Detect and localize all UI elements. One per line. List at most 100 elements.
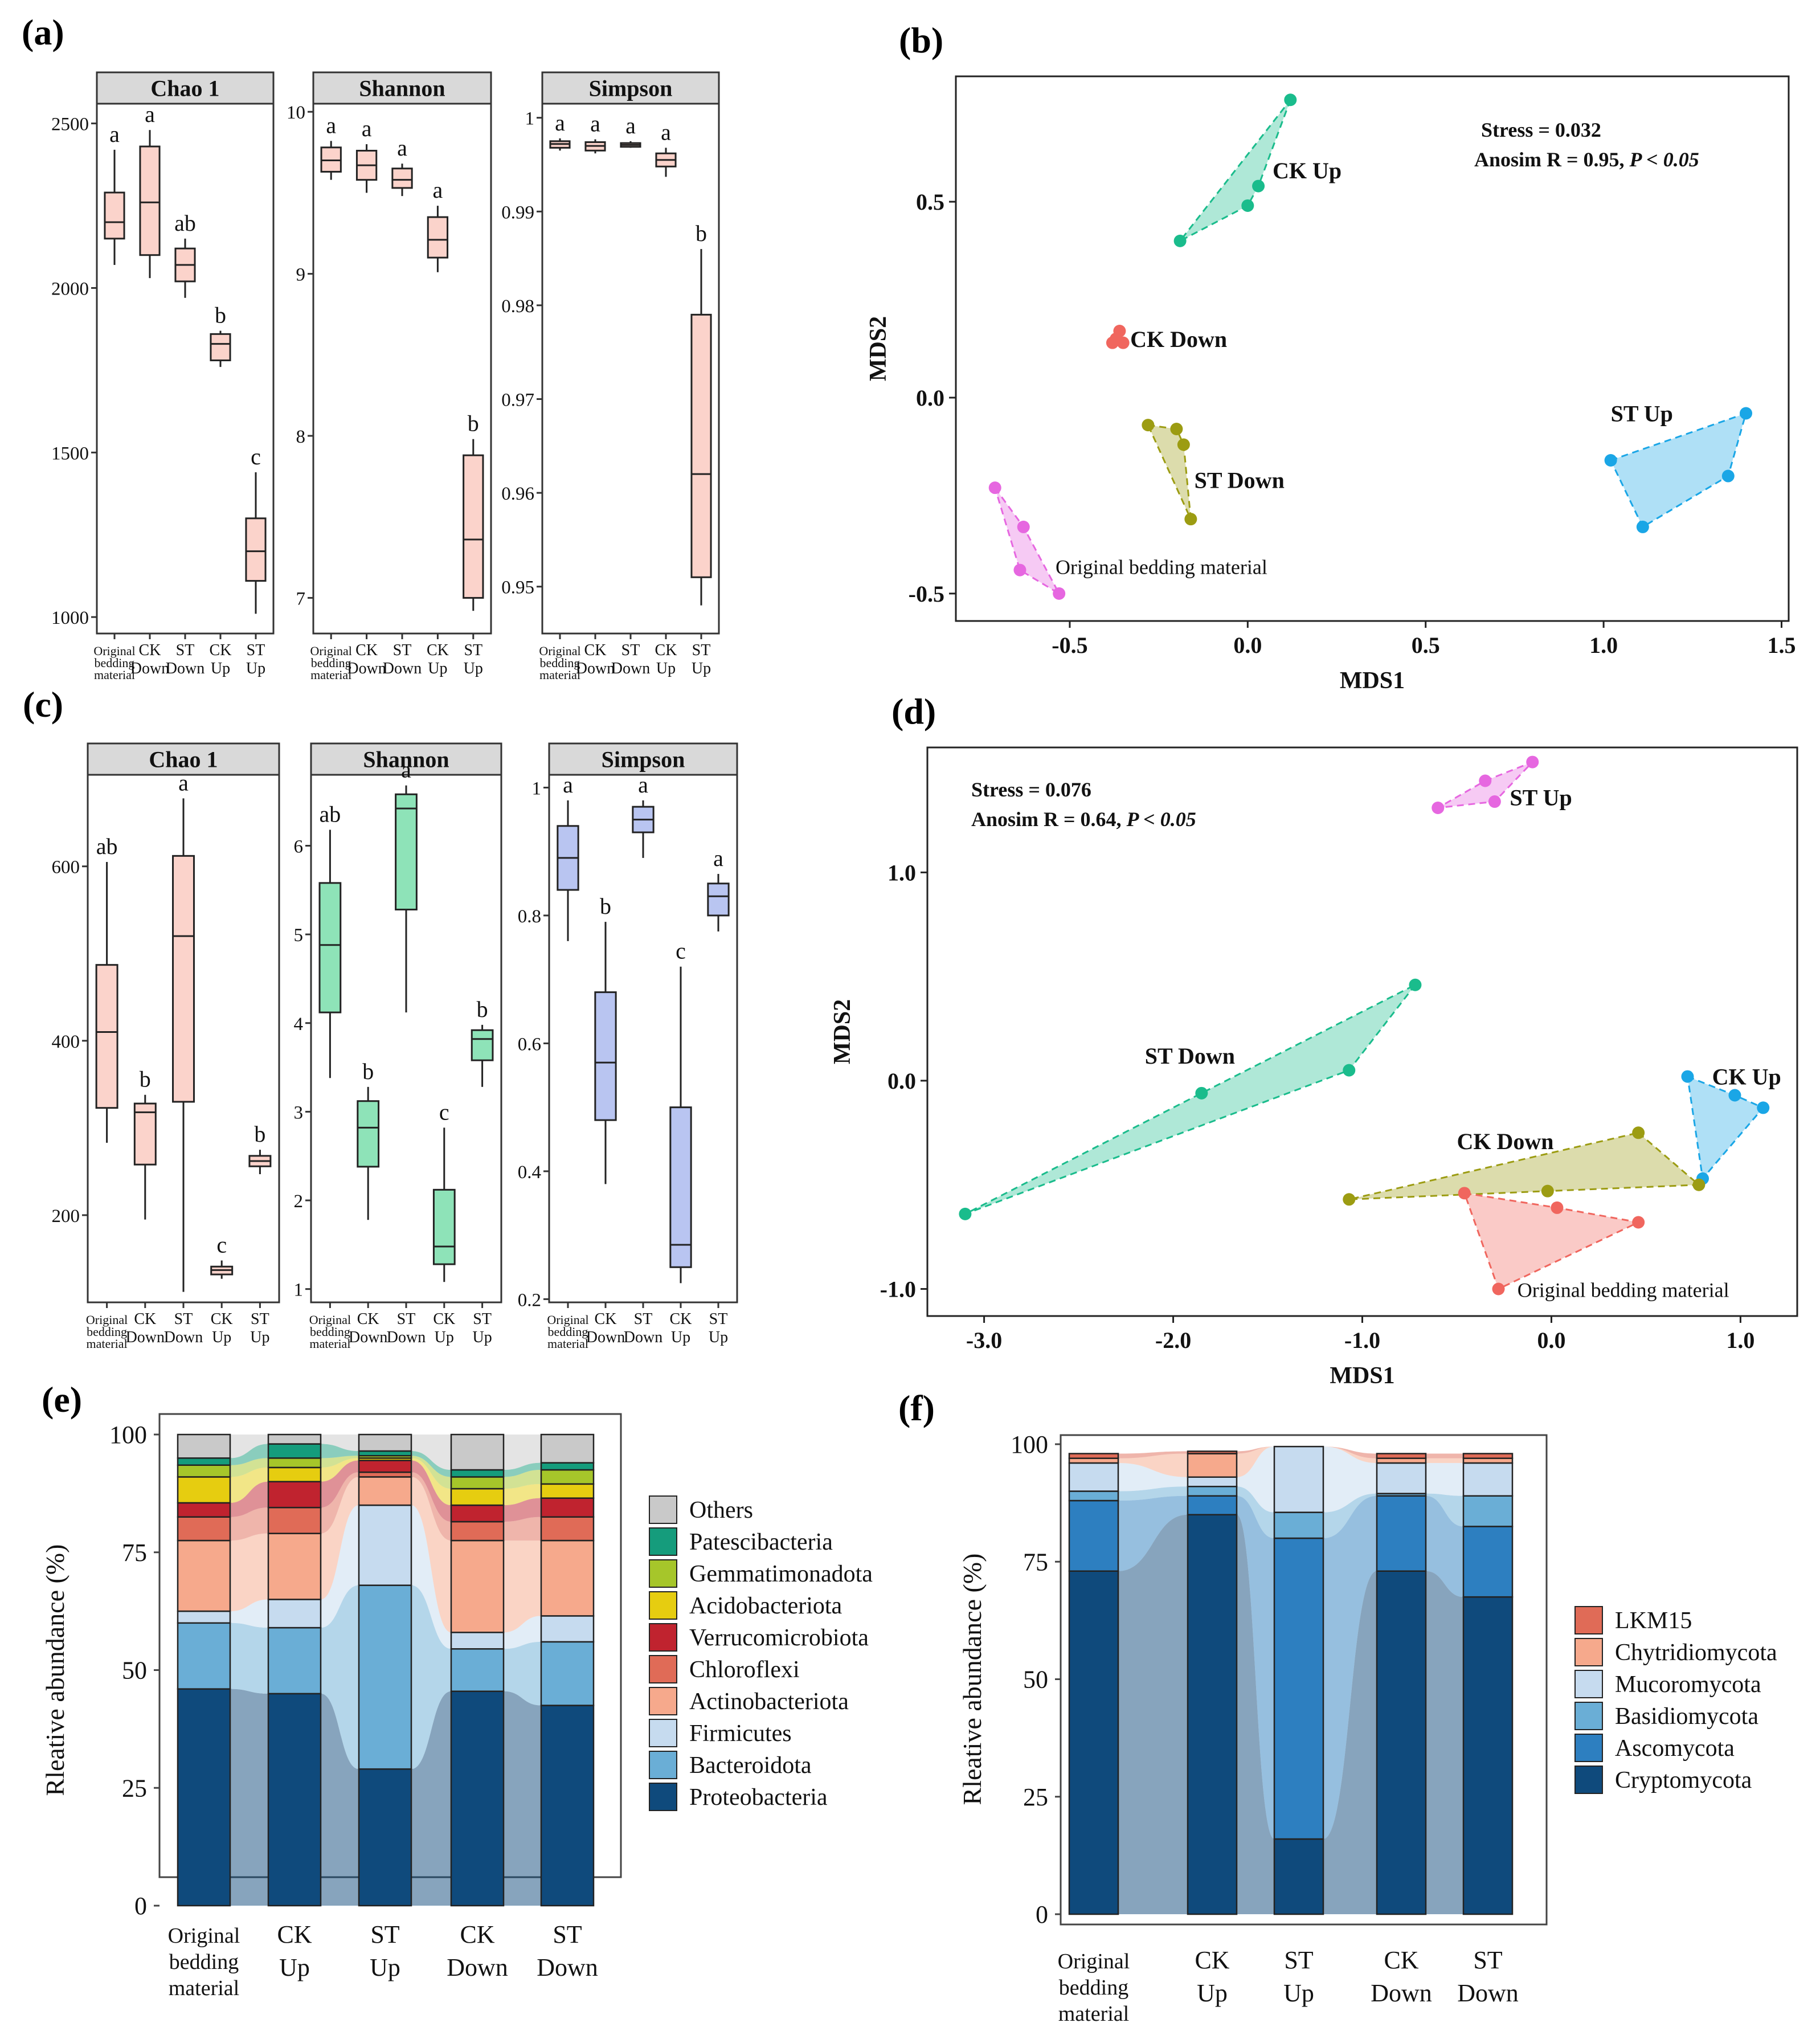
box-iqr: [690, 313, 712, 578]
sample-point: [1343, 1064, 1356, 1077]
x-category-label: Up: [472, 1329, 492, 1346]
x-category-label: bedding: [87, 1325, 127, 1339]
sample-point: [1013, 563, 1026, 577]
x-category-label: Down: [537, 1954, 598, 1981]
flow-band: [1118, 1486, 1188, 1501]
x-category-label: Up: [428, 660, 447, 677]
legend-label: Chloroflexi: [689, 1657, 800, 1683]
x-category-label: Down: [383, 660, 422, 677]
flow-band: [1237, 1486, 1274, 1538]
bar-segment: [1187, 1476, 1238, 1488]
flow-band: [230, 1435, 268, 1458]
significance-letter: a: [397, 135, 407, 161]
y-tick-label: 1500: [51, 443, 89, 464]
bar-segment: [267, 1599, 322, 1629]
y-tick-label: 200: [52, 1206, 80, 1227]
x-category-label: Original: [539, 644, 580, 658]
flow-band: [504, 1435, 541, 1470]
bar-segment: [450, 1690, 505, 1907]
bar-segment: [450, 1539, 505, 1633]
bar-segment: [1376, 1570, 1427, 1915]
flow-band: [1237, 1446, 1274, 1477]
sample-point: [1721, 469, 1735, 483]
bar-segment: [1376, 1453, 1427, 1459]
x-category-label: ST: [247, 641, 265, 659]
x-category-label: Original: [168, 1924, 240, 1948]
box-iqr: [669, 1106, 692, 1268]
bar-segment: [177, 1610, 231, 1624]
flow-band: [230, 1533, 268, 1612]
box-iqr: [707, 882, 730, 917]
x-tick-label: 0.0: [1537, 1327, 1565, 1353]
plot-frame: [955, 75, 1790, 622]
flow-band: [411, 1460, 451, 1522]
x-category-label: Down: [387, 1329, 426, 1346]
y-tick-label: 0: [1036, 1901, 1048, 1928]
x-category-label: material: [547, 1337, 588, 1351]
sample-point: [1636, 520, 1649, 533]
group-label: ST Up: [1510, 785, 1572, 811]
panel-label-f: (f): [898, 1388, 935, 1428]
significance-letter: a: [145, 101, 155, 127]
sample-point: [1458, 1187, 1471, 1200]
bar-segment: [450, 1504, 505, 1523]
facet-title: Simpson: [602, 746, 685, 772]
x-category-label: CK: [655, 641, 677, 659]
legend-label: LKM15: [1615, 1608, 1692, 1634]
x-category-label: ST: [1284, 1946, 1313, 1974]
y-tick-label: 1: [532, 778, 542, 799]
x-tick-label: 1.5: [1768, 632, 1796, 658]
group-label: ST Down: [1195, 467, 1285, 493]
x-category-label: CK: [355, 641, 378, 659]
legend-swatch: [649, 1783, 677, 1811]
flow-band: [1426, 1495, 1463, 1597]
x-category-label: ST: [1473, 1946, 1502, 1974]
panel-label-c: (c): [23, 684, 63, 725]
x-category-label: Up: [212, 1329, 231, 1346]
flow-band: [1426, 1493, 1463, 1527]
x-category-label: Up: [279, 1954, 310, 1981]
x-category-label: bedding: [310, 1325, 350, 1339]
bar-segment: [450, 1521, 505, 1542]
x-category-label: ST: [370, 1920, 399, 1948]
x-category-label: CK: [1384, 1946, 1418, 1974]
legend-swatch: [1574, 1606, 1603, 1634]
box-iqr: [172, 855, 195, 1103]
x-category-label: Up: [211, 660, 230, 677]
anosim-label: Anosim R = 0.95, P < 0.05: [1474, 148, 1699, 171]
flow-band: [321, 1435, 359, 1451]
legend-swatch: [649, 1527, 677, 1556]
flow-band: [411, 1458, 451, 1506]
legend-swatch: [1574, 1734, 1603, 1762]
flow-band: [1237, 1446, 1274, 1513]
box-iqr: [95, 964, 118, 1109]
flow-band: [1426, 1458, 1463, 1463]
bar-segment: [1273, 1445, 1324, 1513]
flow-band: [321, 1472, 359, 1534]
sample-point: [1432, 802, 1445, 815]
bar-segment: [267, 1533, 322, 1600]
significance-letter: a: [713, 845, 723, 871]
facet-title: Chao 1: [149, 746, 218, 772]
flow-band: [321, 1693, 359, 1906]
panel-b-nmds-bacteria: -0.5 0.0 0.5 1.0 1.5 -0.5 0.0 0.5 MDS1 MDS2 CK Up C…: [865, 75, 1796, 694]
bar-segment: [177, 1502, 231, 1518]
bar-segment: [1376, 1462, 1427, 1494]
bar-segment: [540, 1462, 595, 1471]
x-tick-label: -2.0: [1155, 1327, 1191, 1353]
bar-segment: [358, 1504, 412, 1586]
flow-band: [411, 1477, 451, 1633]
box-iqr: [395, 793, 418, 911]
y-tick-label: 400: [52, 1032, 80, 1052]
bar-segment: [1187, 1486, 1238, 1497]
y-tick-label: 0.0: [887, 1068, 916, 1094]
bar-segment: [358, 1433, 412, 1452]
x-category-label: Original: [93, 644, 135, 658]
y-tick-label: 0.4: [518, 1162, 541, 1183]
x-category-label: Down: [611, 660, 650, 677]
flow-band: [230, 1481, 268, 1517]
y-tick-label: 25: [1023, 1783, 1048, 1811]
flow-band: [1323, 1495, 1377, 1839]
group-label: Original bedding material: [1518, 1278, 1729, 1301]
y-tick-label: 100: [109, 1421, 147, 1449]
